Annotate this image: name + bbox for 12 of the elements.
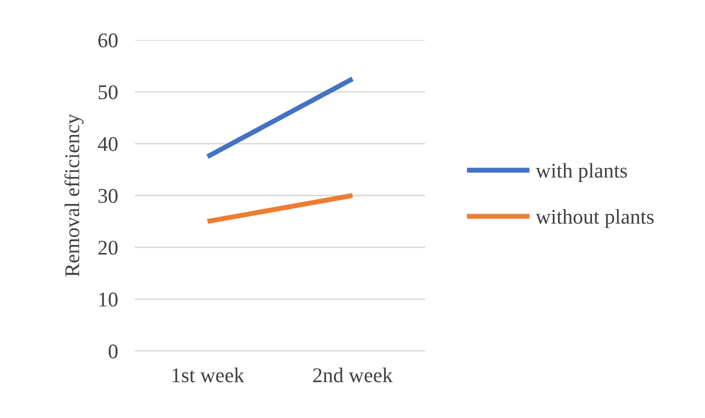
x-tick-label: 1st week	[172, 368, 244, 382]
y-axis-title: Removal efficiency	[64, 114, 84, 277]
y-tick-label: 30	[98, 188, 118, 203]
y-tick-label: 20	[98, 240, 118, 255]
y-tick-label: 50	[98, 85, 118, 100]
y-tick-label: 10	[99, 292, 118, 307]
y-tick-label: 40	[98, 137, 118, 152]
legend-label: with plants	[536, 163, 627, 182]
legend-label: without plants	[536, 209, 654, 228]
x-tick-label: 2nd week	[313, 368, 393, 382]
y-tick-label: 0	[108, 344, 118, 358]
y-tick-label: 60	[98, 33, 118, 48]
